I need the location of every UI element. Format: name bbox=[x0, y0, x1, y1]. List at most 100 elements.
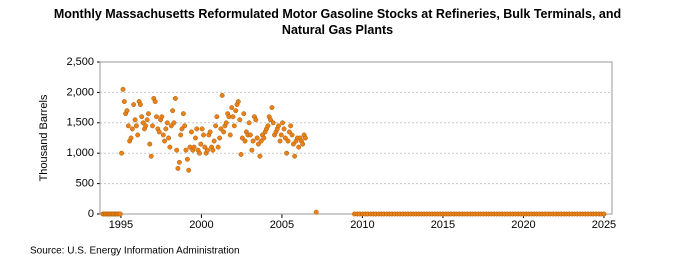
point bbox=[194, 126, 200, 132]
point bbox=[160, 132, 166, 138]
point bbox=[217, 135, 223, 141]
point bbox=[246, 120, 252, 126]
point bbox=[239, 135, 245, 141]
point bbox=[221, 129, 227, 135]
point bbox=[289, 132, 295, 138]
point bbox=[249, 147, 255, 153]
point bbox=[268, 117, 273, 123]
point bbox=[186, 167, 192, 173]
point bbox=[131, 102, 137, 108]
point bbox=[132, 117, 138, 123]
point bbox=[183, 147, 189, 153]
point bbox=[191, 144, 197, 150]
point bbox=[215, 144, 221, 150]
y-tick-label: 1,500 bbox=[66, 117, 94, 129]
point bbox=[282, 135, 288, 141]
point bbox=[285, 138, 291, 144]
point bbox=[164, 120, 170, 126]
point bbox=[175, 165, 181, 171]
point bbox=[218, 126, 224, 132]
point bbox=[198, 141, 204, 147]
point bbox=[199, 126, 205, 132]
point bbox=[265, 123, 271, 129]
point bbox=[184, 156, 190, 162]
point bbox=[230, 114, 236, 120]
point bbox=[201, 132, 206, 138]
point bbox=[281, 126, 287, 132]
point bbox=[226, 114, 232, 120]
point bbox=[189, 129, 194, 135]
point bbox=[269, 105, 275, 111]
x-tick-label: 2025 bbox=[592, 219, 616, 231]
point bbox=[313, 209, 319, 215]
x-tick-label: 1995 bbox=[109, 219, 133, 231]
point bbox=[170, 108, 176, 114]
point bbox=[250, 138, 256, 144]
point bbox=[300, 141, 306, 147]
point bbox=[121, 99, 127, 104]
point bbox=[172, 96, 178, 101]
point bbox=[258, 138, 264, 144]
chart-title: Monthly Massachusetts Reformulated Motor… bbox=[53, 7, 622, 37]
point bbox=[211, 138, 217, 144]
point bbox=[163, 126, 169, 132]
point bbox=[213, 123, 219, 129]
point bbox=[150, 123, 155, 129]
point bbox=[601, 211, 607, 217]
point bbox=[124, 108, 130, 114]
point bbox=[174, 147, 180, 153]
point bbox=[233, 108, 239, 114]
point bbox=[242, 138, 248, 144]
point bbox=[238, 151, 244, 157]
point bbox=[135, 132, 141, 138]
point bbox=[143, 123, 149, 129]
point bbox=[231, 123, 237, 129]
point bbox=[171, 120, 177, 126]
point bbox=[214, 114, 220, 120]
point bbox=[235, 99, 241, 104]
point bbox=[182, 123, 188, 129]
point bbox=[227, 132, 233, 138]
point bbox=[253, 117, 259, 123]
point bbox=[152, 99, 158, 104]
point bbox=[146, 111, 151, 117]
point bbox=[210, 147, 216, 153]
point bbox=[286, 129, 292, 135]
point bbox=[205, 147, 211, 153]
point bbox=[197, 150, 202, 156]
point bbox=[302, 135, 308, 141]
point bbox=[125, 123, 131, 129]
point bbox=[237, 117, 243, 123]
point bbox=[180, 111, 186, 117]
point bbox=[277, 138, 283, 144]
point bbox=[128, 135, 134, 141]
x-tick-label: 2005 bbox=[270, 219, 294, 231]
point bbox=[193, 135, 198, 141]
point bbox=[167, 144, 173, 150]
x-tick-label: 2020 bbox=[511, 219, 535, 231]
point bbox=[255, 141, 261, 147]
point bbox=[166, 135, 172, 141]
point bbox=[254, 135, 260, 141]
point bbox=[261, 135, 267, 141]
y-tick-label: 500 bbox=[76, 178, 94, 190]
point bbox=[139, 114, 145, 120]
point bbox=[257, 153, 263, 159]
point bbox=[176, 159, 182, 165]
point bbox=[162, 138, 168, 144]
point bbox=[276, 123, 282, 129]
point bbox=[296, 144, 302, 150]
point bbox=[137, 102, 143, 108]
point bbox=[290, 141, 296, 147]
point bbox=[147, 141, 153, 147]
point bbox=[129, 126, 135, 132]
point bbox=[223, 120, 229, 126]
point bbox=[207, 129, 213, 135]
point bbox=[229, 105, 235, 111]
point bbox=[292, 153, 298, 159]
plot-frame bbox=[99, 61, 613, 215]
y-axis-label: Thousand Barrels bbox=[38, 94, 50, 181]
point bbox=[278, 132, 284, 138]
point bbox=[247, 132, 253, 138]
